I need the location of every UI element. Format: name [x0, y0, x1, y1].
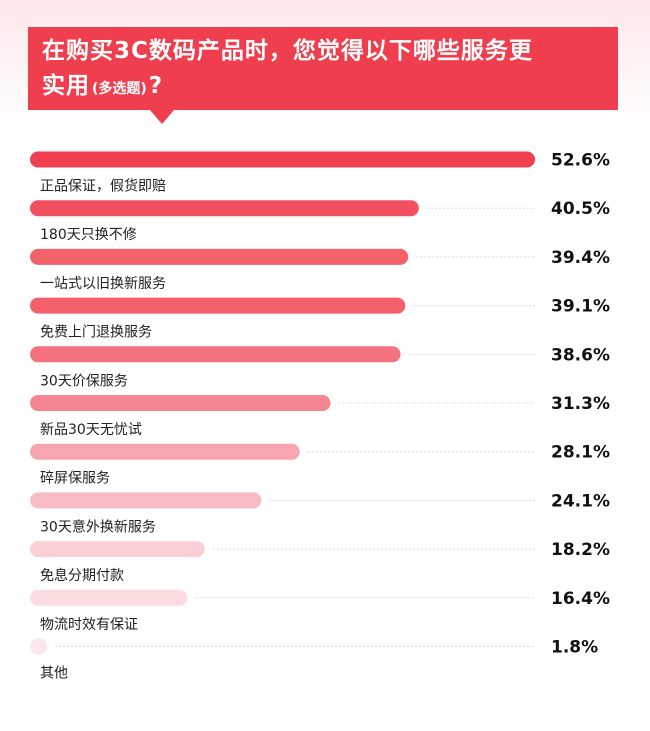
value-label: 40.5% — [551, 199, 610, 219]
value-label: 31.3% — [551, 394, 610, 414]
value-label: 28.1% — [551, 443, 610, 463]
category-label: 其他 — [40, 666, 68, 682]
value-label: 18.2% — [551, 540, 610, 560]
category-label: 免息分期付款 — [40, 567, 124, 584]
value-label: 1.8% — [551, 638, 598, 658]
bar — [30, 248, 409, 265]
value-label: 38.6% — [551, 345, 610, 365]
chart-title-line-2: 实用 (多选题) ? — [42, 69, 604, 107]
category-label: 物流时效有保证 — [40, 617, 138, 633]
bar — [30, 395, 331, 411]
bar — [30, 492, 262, 509]
value-label: 16.4% — [551, 589, 610, 609]
chart-title-box: 在购买3C数码产品时，您觉得以下哪些服务更 实用 (多选题) ? — [28, 27, 618, 110]
category-label: 180天只换不修 — [40, 226, 137, 243]
chart-title-mark: ? — [148, 73, 164, 99]
value-label: 39.4% — [551, 248, 610, 268]
category-label: 30天意外换新服务 — [40, 518, 156, 535]
chart-title-line-1: 在购买3C数码产品时，您觉得以下哪些服务更 — [42, 38, 533, 64]
category-label: 免费上门退换服务 — [40, 324, 152, 341]
category-label: 30天价保服务 — [40, 373, 128, 389]
category-label: 一站式以旧换新服务 — [40, 275, 166, 292]
value-label: 24.1% — [551, 491, 610, 511]
category-label: 新品30天无忧试 — [40, 422, 142, 438]
title-pointer — [150, 110, 174, 124]
bar — [30, 346, 401, 363]
bar — [30, 589, 188, 606]
value-label: 52.6% — [551, 151, 610, 171]
bar — [30, 200, 419, 217]
value-label: 39.1% — [551, 297, 610, 317]
bar — [30, 638, 48, 655]
category-label: 碎屏保服务 — [40, 471, 110, 487]
chart-title-text: 实用 — [42, 73, 90, 99]
bar — [30, 443, 300, 460]
chart-title-note: (多选题) — [92, 81, 147, 97]
bar — [30, 541, 205, 558]
bar — [30, 151, 535, 168]
bar — [30, 297, 406, 314]
category-label: 正品保证，假货即赔 — [40, 178, 166, 195]
